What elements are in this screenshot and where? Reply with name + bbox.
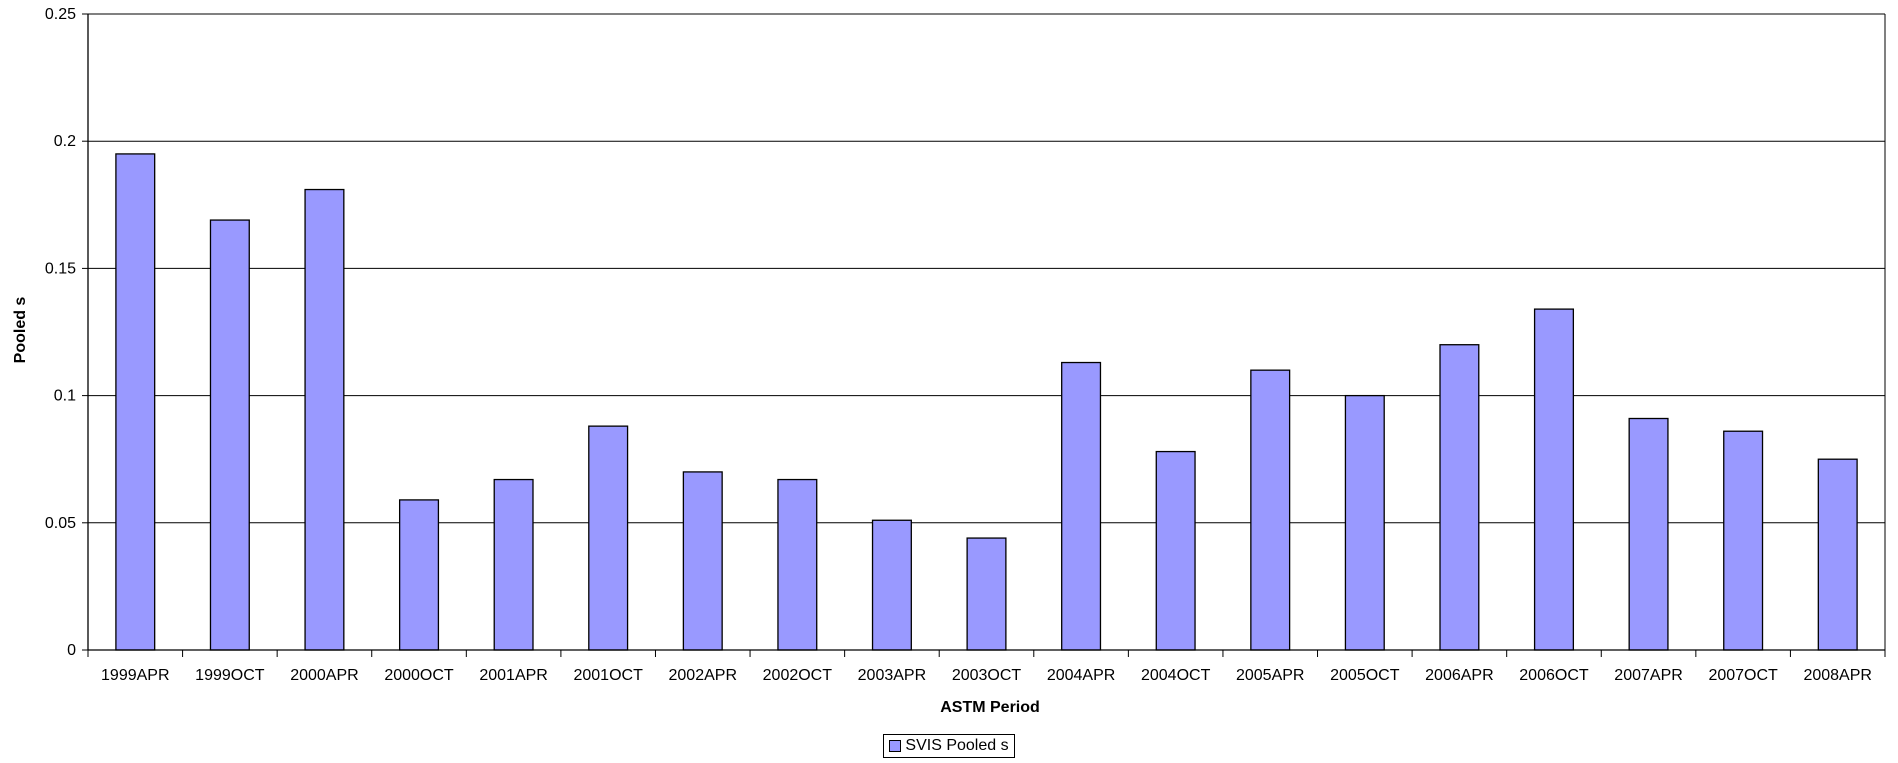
x-tick-label: 2008APR <box>1803 667 1872 684</box>
bar <box>871 519 912 651</box>
bar <box>1344 394 1385 651</box>
gridlines <box>88 13 1885 524</box>
x-tick-label: 1999APR <box>101 667 170 684</box>
x-tick-label: 2000OCT <box>384 667 454 684</box>
x-tick-label: 2002APR <box>669 667 738 684</box>
bar <box>115 153 156 651</box>
y-tick-label: 0.25 <box>45 6 76 23</box>
y-tick-labels: 0 0.05 0.1 0.15 0.2 0.25 <box>45 6 88 659</box>
x-tick-labels: 1999APR 1999OCT 2000APR 2000OCT 2001APR 2001O… <box>87 650 1886 684</box>
legend-label: SVIS Pooled s <box>905 737 1009 754</box>
x-tick-label: 2003APR <box>858 667 927 684</box>
bar <box>209 219 250 651</box>
axes <box>87 13 1886 651</box>
y-tick-label: 0.15 <box>45 260 76 277</box>
bar <box>1817 458 1858 651</box>
bar <box>1250 369 1291 651</box>
x-tick-label: 2005OCT <box>1330 667 1400 684</box>
x-tick-label: 2007APR <box>1614 667 1683 684</box>
x-tick-label: 2000APR <box>290 667 359 684</box>
bar <box>304 188 345 651</box>
bar <box>1061 361 1102 651</box>
x-tick-label: 2004APR <box>1047 667 1116 684</box>
x-tick-label: 2006OCT <box>1519 667 1589 684</box>
x-tick-label: 1999OCT <box>195 667 265 684</box>
x-tick-label: 2001APR <box>479 667 548 684</box>
bars <box>115 153 1858 651</box>
bar <box>682 471 723 651</box>
y-tick-label: 0.2 <box>54 133 76 150</box>
bar <box>1439 344 1480 651</box>
bar <box>398 499 440 651</box>
bar <box>1628 417 1669 651</box>
x-tick-label: 2006APR <box>1425 667 1494 684</box>
y-tick-label: 0.05 <box>45 515 76 532</box>
y-axis-title: Pooled s <box>12 297 29 364</box>
bar <box>493 478 534 651</box>
x-tick-label: 2004OCT <box>1141 667 1211 684</box>
legend-swatch <box>889 740 902 752</box>
legend-box: SVIS Pooled s <box>883 734 1015 758</box>
x-tick-label: 2002OCT <box>763 667 833 684</box>
bar <box>966 537 1007 651</box>
x-tick-label: 2001OCT <box>573 667 643 684</box>
y-tick-label: 0.1 <box>54 388 76 405</box>
y-tick-label: 0 <box>67 642 76 659</box>
x-axis-title: ASTM Period <box>940 699 1040 716</box>
bar <box>588 425 629 651</box>
x-tick-label: 2005APR <box>1236 667 1305 684</box>
x-tick-label: 2003OCT <box>952 667 1022 684</box>
legend: SVIS Pooled s <box>0 734 1898 758</box>
x-tick-label: 2007OCT <box>1708 667 1778 684</box>
bar <box>1723 430 1764 651</box>
bar <box>1155 450 1196 651</box>
bar <box>777 478 818 651</box>
bar <box>1533 308 1575 651</box>
